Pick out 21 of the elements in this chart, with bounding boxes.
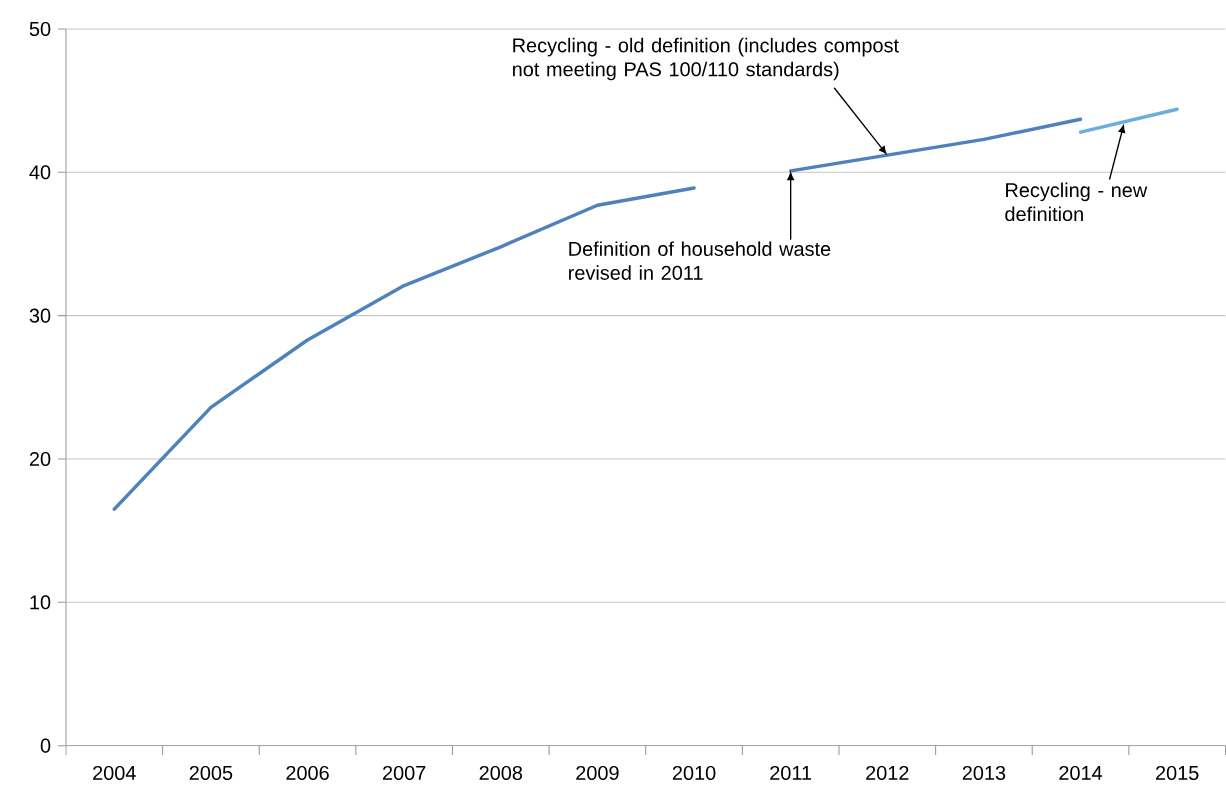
y-tick-label: 50 [29, 22, 51, 37]
y-tick-label: 10 [30, 595, 51, 610]
y-tick-label: 40 [29, 165, 51, 180]
x-tick-label: 2008 [479, 766, 523, 781]
x-tick-label: 2007 [383, 766, 426, 781]
annotation: Recycling - new definition [1005, 182, 1148, 222]
annotation: Definition of household waste revised in 2011 [569, 241, 831, 281]
x-tick-label: 2004 [93, 766, 136, 781]
x-tick-label: 2005 [189, 766, 233, 781]
x-tick-label: 2009 [576, 766, 619, 781]
x-tick-label: 2011 [770, 766, 812, 781]
y-tick-label: 30 [29, 308, 51, 323]
x-tick-label: 2006 [286, 766, 329, 781]
x-tick-label: 2013 [962, 766, 1006, 781]
x-tick-label: 2012 [866, 766, 909, 781]
x-tick-label: 2015 [1156, 766, 1199, 781]
x-tick-label: 2010 [672, 766, 716, 781]
y-tick-label: 0 [40, 738, 51, 753]
y-tick-label: 20 [29, 452, 51, 467]
x-tick-label: 2014 [1059, 766, 1103, 781]
annotation: Recycling - old definition (includes compost not meeting PAS 100/110 standards) [512, 38, 899, 81]
